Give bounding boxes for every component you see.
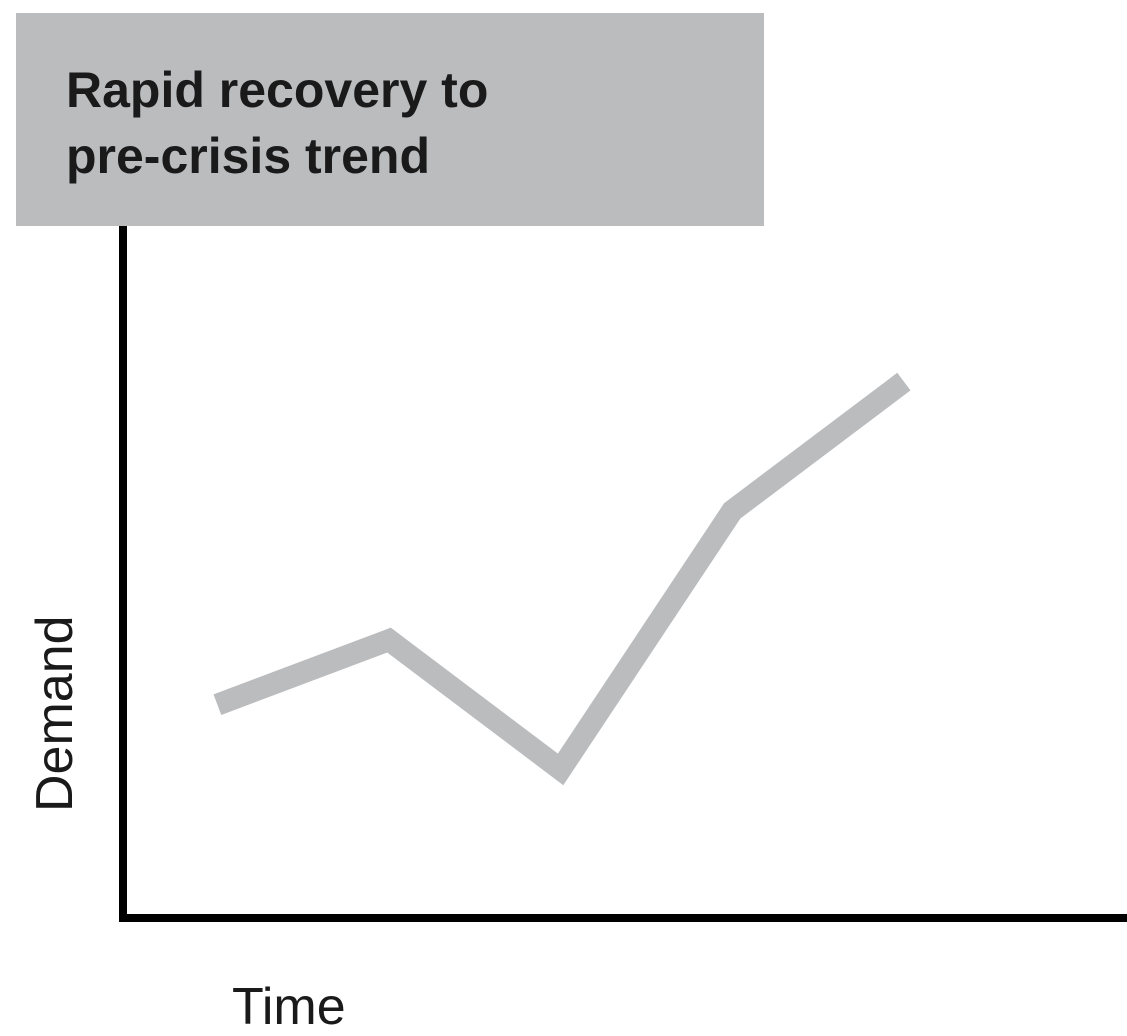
chart-title-line-2: pre-crisis trend <box>66 123 764 189</box>
chart-title-line-1: Rapid recovery to <box>66 57 764 123</box>
chart-title-box: Rapid recovery to pre-crisis trend <box>16 13 764 226</box>
y-axis-label: Demand <box>26 615 84 812</box>
x-axis-label: Time <box>232 978 346 1036</box>
series-line <box>217 382 904 770</box>
